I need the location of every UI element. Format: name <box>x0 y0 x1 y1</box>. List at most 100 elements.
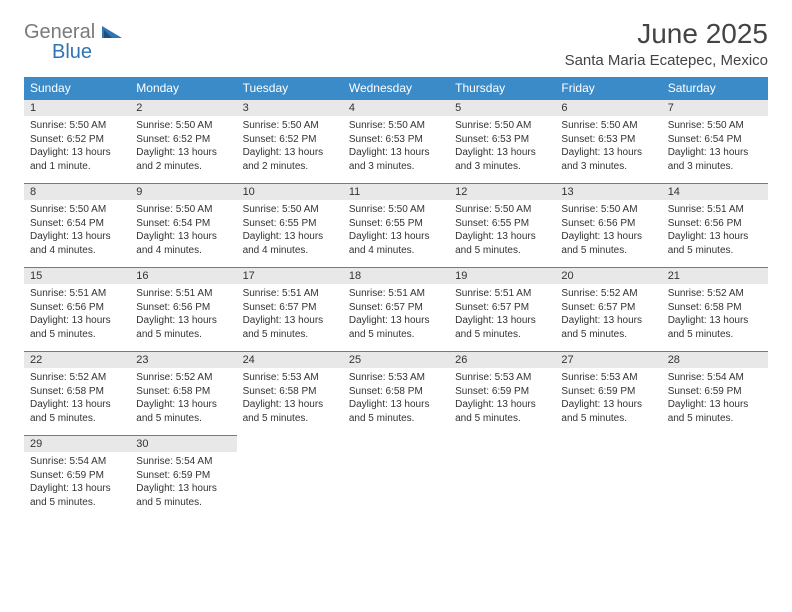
sunset-line: Sunset: 6:59 PM <box>455 385 549 399</box>
day-number: 24 <box>237 351 343 368</box>
day-header: Wednesday <box>343 77 449 99</box>
day-number: 7 <box>662 99 768 116</box>
cell-body: Sunrise: 5:54 AMSunset: 6:59 PMDaylight:… <box>662 368 768 429</box>
daylight-line: Daylight: 13 hours and 4 minutes. <box>30 230 124 257</box>
calendar-cell: 30Sunrise: 5:54 AMSunset: 6:59 PMDayligh… <box>130 435 236 519</box>
sunset-line: Sunset: 6:56 PM <box>136 301 230 315</box>
sunset-line: Sunset: 6:58 PM <box>668 301 762 315</box>
cell-body: Sunrise: 5:51 AMSunset: 6:56 PMDaylight:… <box>130 284 236 345</box>
sunrise-line: Sunrise: 5:50 AM <box>349 119 443 133</box>
sunrise-line: Sunrise: 5:52 AM <box>136 371 230 385</box>
sunset-line: Sunset: 6:58 PM <box>30 385 124 399</box>
daylight-line: Daylight: 13 hours and 3 minutes. <box>668 146 762 173</box>
calendar-cell: 26Sunrise: 5:53 AMSunset: 6:59 PMDayligh… <box>449 351 555 435</box>
sunrise-line: Sunrise: 5:50 AM <box>243 119 337 133</box>
sunset-line: Sunset: 6:55 PM <box>455 217 549 231</box>
sunrise-line: Sunrise: 5:52 AM <box>668 287 762 301</box>
daylight-line: Daylight: 13 hours and 5 minutes. <box>561 230 655 257</box>
cell-body: Sunrise: 5:54 AMSunset: 6:59 PMDaylight:… <box>24 452 130 513</box>
daylight-line: Daylight: 13 hours and 5 minutes. <box>30 398 124 425</box>
sunset-line: Sunset: 6:57 PM <box>561 301 655 315</box>
daylight-line: Daylight: 13 hours and 5 minutes. <box>668 314 762 341</box>
brand-logo: General Blue <box>24 18 144 62</box>
daylight-line: Daylight: 13 hours and 1 minute. <box>30 146 124 173</box>
daylight-line: Daylight: 13 hours and 5 minutes. <box>455 230 549 257</box>
calendar-body: 1Sunrise: 5:50 AMSunset: 6:52 PMDaylight… <box>24 99 768 519</box>
day-number: 4 <box>343 99 449 116</box>
daylight-line: Daylight: 13 hours and 5 minutes. <box>243 314 337 341</box>
calendar-cell: 18Sunrise: 5:51 AMSunset: 6:57 PMDayligh… <box>343 267 449 351</box>
sunrise-line: Sunrise: 5:50 AM <box>349 203 443 217</box>
cell-body: Sunrise: 5:51 AMSunset: 6:57 PMDaylight:… <box>237 284 343 345</box>
sunset-line: Sunset: 6:56 PM <box>30 301 124 315</box>
sunrise-line: Sunrise: 5:51 AM <box>136 287 230 301</box>
day-number: 12 <box>449 183 555 200</box>
daylight-line: Daylight: 13 hours and 2 minutes. <box>136 146 230 173</box>
day-number: 8 <box>24 183 130 200</box>
daylight-line: Daylight: 13 hours and 3 minutes. <box>349 146 443 173</box>
cell-body: Sunrise: 5:54 AMSunset: 6:59 PMDaylight:… <box>130 452 236 513</box>
day-number: 2 <box>130 99 236 116</box>
sunset-line: Sunset: 6:56 PM <box>668 217 762 231</box>
sunrise-line: Sunrise: 5:51 AM <box>243 287 337 301</box>
calendar-cell: 25Sunrise: 5:53 AMSunset: 6:58 PMDayligh… <box>343 351 449 435</box>
sunrise-line: Sunrise: 5:50 AM <box>136 119 230 133</box>
location: Santa Maria Ecatepec, Mexico <box>565 52 768 69</box>
cell-body: Sunrise: 5:50 AMSunset: 6:53 PMDaylight:… <box>449 116 555 177</box>
sunrise-line: Sunrise: 5:54 AM <box>668 371 762 385</box>
calendar-cell: 8Sunrise: 5:50 AMSunset: 6:54 PMDaylight… <box>24 183 130 267</box>
sunset-line: Sunset: 6:54 PM <box>136 217 230 231</box>
sunrise-line: Sunrise: 5:50 AM <box>668 119 762 133</box>
calendar-week: 1Sunrise: 5:50 AMSunset: 6:52 PMDaylight… <box>24 99 768 183</box>
calendar-cell: 22Sunrise: 5:52 AMSunset: 6:58 PMDayligh… <box>24 351 130 435</box>
sunrise-line: Sunrise: 5:50 AM <box>30 119 124 133</box>
calendar-table: SundayMondayTuesdayWednesdayThursdayFrid… <box>24 77 768 519</box>
calendar-cell: 5Sunrise: 5:50 AMSunset: 6:53 PMDaylight… <box>449 99 555 183</box>
day-number: 22 <box>24 351 130 368</box>
daylight-line: Daylight: 13 hours and 5 minutes. <box>349 398 443 425</box>
calendar-cell <box>555 435 661 519</box>
title-block: June 2025 Santa Maria Ecatepec, Mexico <box>565 18 768 69</box>
calendar-cell: 27Sunrise: 5:53 AMSunset: 6:59 PMDayligh… <box>555 351 661 435</box>
calendar-cell: 24Sunrise: 5:53 AMSunset: 6:58 PMDayligh… <box>237 351 343 435</box>
cell-body: Sunrise: 5:50 AMSunset: 6:54 PMDaylight:… <box>662 116 768 177</box>
calendar-cell: 1Sunrise: 5:50 AMSunset: 6:52 PMDaylight… <box>24 99 130 183</box>
calendar-cell: 17Sunrise: 5:51 AMSunset: 6:57 PMDayligh… <box>237 267 343 351</box>
cell-body: Sunrise: 5:50 AMSunset: 6:54 PMDaylight:… <box>130 200 236 261</box>
sunset-line: Sunset: 6:54 PM <box>668 133 762 147</box>
day-header: Tuesday <box>237 77 343 99</box>
day-header-row: SundayMondayTuesdayWednesdayThursdayFrid… <box>24 77 768 99</box>
cell-body: Sunrise: 5:51 AMSunset: 6:57 PMDaylight:… <box>449 284 555 345</box>
sunset-line: Sunset: 6:54 PM <box>30 217 124 231</box>
calendar-cell: 29Sunrise: 5:54 AMSunset: 6:59 PMDayligh… <box>24 435 130 519</box>
cell-body: Sunrise: 5:52 AMSunset: 6:58 PMDaylight:… <box>130 368 236 429</box>
day-number: 20 <box>555 267 661 284</box>
sunrise-line: Sunrise: 5:54 AM <box>30 455 124 469</box>
daylight-line: Daylight: 13 hours and 2 minutes. <box>243 146 337 173</box>
logo-svg: General Blue <box>24 18 144 62</box>
sunrise-line: Sunrise: 5:54 AM <box>136 455 230 469</box>
calendar-cell: 23Sunrise: 5:52 AMSunset: 6:58 PMDayligh… <box>130 351 236 435</box>
day-number: 29 <box>24 435 130 452</box>
day-number: 1 <box>24 99 130 116</box>
cell-body: Sunrise: 5:50 AMSunset: 6:55 PMDaylight:… <box>449 200 555 261</box>
sunrise-line: Sunrise: 5:50 AM <box>561 203 655 217</box>
day-number: 18 <box>343 267 449 284</box>
day-number: 16 <box>130 267 236 284</box>
day-number: 13 <box>555 183 661 200</box>
day-header: Thursday <box>449 77 555 99</box>
daylight-line: Daylight: 13 hours and 5 minutes. <box>243 398 337 425</box>
day-number: 28 <box>662 351 768 368</box>
calendar-cell: 3Sunrise: 5:50 AMSunset: 6:52 PMDaylight… <box>237 99 343 183</box>
sunset-line: Sunset: 6:57 PM <box>349 301 443 315</box>
day-number: 11 <box>343 183 449 200</box>
calendar-cell: 14Sunrise: 5:51 AMSunset: 6:56 PMDayligh… <box>662 183 768 267</box>
daylight-line: Daylight: 13 hours and 5 minutes. <box>668 398 762 425</box>
calendar-cell: 21Sunrise: 5:52 AMSunset: 6:58 PMDayligh… <box>662 267 768 351</box>
day-number: 5 <box>449 99 555 116</box>
cell-body: Sunrise: 5:53 AMSunset: 6:58 PMDaylight:… <box>237 368 343 429</box>
cell-body: Sunrise: 5:50 AMSunset: 6:55 PMDaylight:… <box>343 200 449 261</box>
sunrise-line: Sunrise: 5:51 AM <box>30 287 124 301</box>
daylight-line: Daylight: 13 hours and 5 minutes. <box>561 314 655 341</box>
day-number: 6 <box>555 99 661 116</box>
